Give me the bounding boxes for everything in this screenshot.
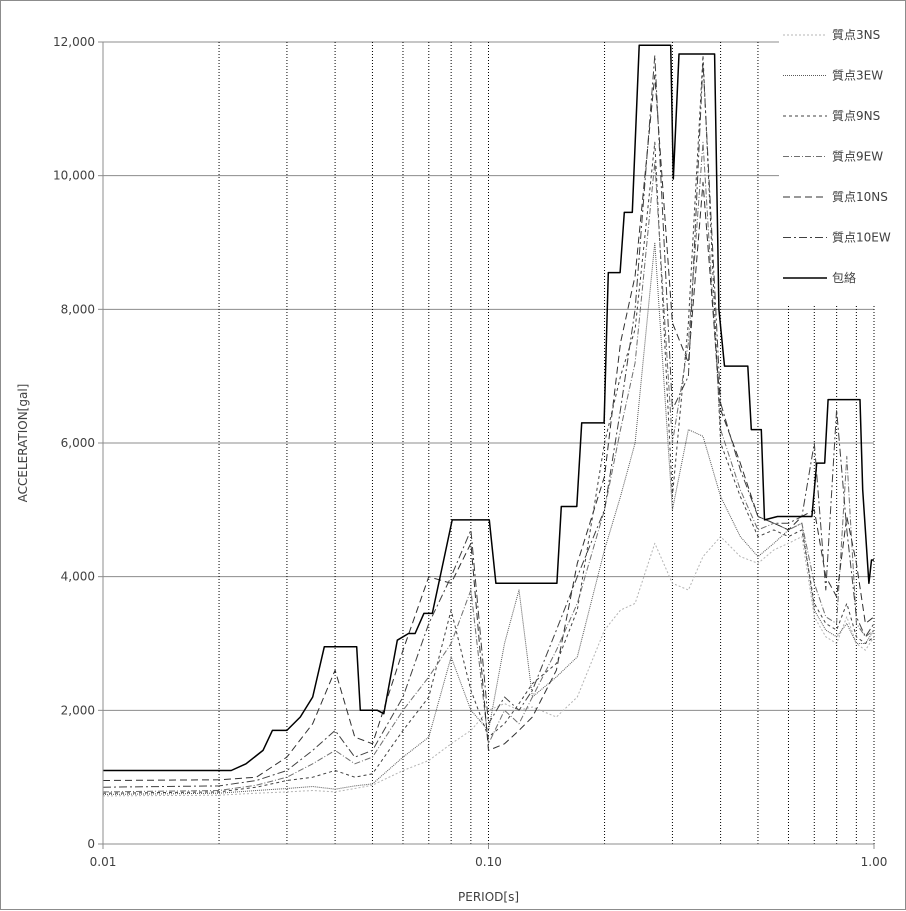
- y-tick-label: 0: [87, 837, 95, 851]
- y-axis-title: ACCELERATION[gal]: [16, 384, 30, 503]
- legend-background: [779, 15, 903, 305]
- x-axis-title: PERIOD[s]: [458, 890, 519, 904]
- series-line-5: [102, 74, 875, 781]
- legend-label: 包絡: [832, 270, 856, 285]
- x-tick-label: 0.01: [90, 855, 117, 869]
- series-line-1: [102, 536, 875, 797]
- series-line-7: [103, 44, 874, 772]
- legend-label: 質点9NS: [832, 108, 880, 123]
- y-tick-label: 6,000: [61, 436, 95, 450]
- x-tick-label: 1.00: [861, 855, 888, 869]
- y-tick-label: 10,000: [53, 169, 95, 183]
- legend-label: 質点3NS: [832, 27, 880, 42]
- y-tick-label: 2,000: [61, 703, 95, 717]
- axis-layer: PERIOD[s] ACCELERATION[gal] 0 2,000 4,000 6…: [16, 35, 887, 904]
- series-layer: [102, 44, 875, 797]
- series-line-4: [102, 141, 875, 793]
- y-tick-label: 4,000: [61, 570, 95, 584]
- x-tick-label: 0.10: [475, 855, 502, 869]
- legend-label: 質点3EW: [832, 68, 883, 83]
- series-line-2: [102, 242, 875, 795]
- y-tick-label: 12,000: [53, 35, 95, 49]
- legend-label: 質点10EW: [832, 230, 891, 245]
- grid-layer: [103, 41, 875, 844]
- series-line-6: [102, 54, 875, 788]
- y-tick-label: 8,000: [61, 302, 95, 316]
- legend-label: 質点9EW: [832, 149, 883, 164]
- legend-label: 質点10NS: [832, 189, 888, 204]
- series-line-3: [102, 54, 875, 794]
- legend: 質点3NS 質点3EW 質点9NS 質点9EW 質点10NS 質点10EW 包絡: [779, 15, 903, 305]
